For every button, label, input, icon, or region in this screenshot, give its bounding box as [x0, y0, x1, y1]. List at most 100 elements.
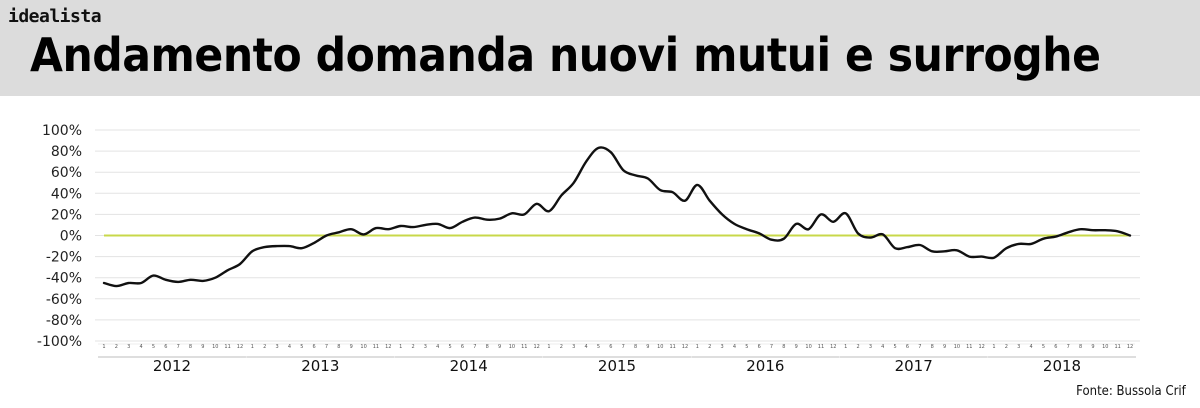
month-tick-label: 9 [646, 344, 649, 350]
month-tick-label: 9 [795, 344, 798, 350]
month-tick-label: 5 [300, 344, 303, 350]
month-tick-label: 1 [992, 344, 995, 350]
source-note: Fonte: Bussola Crif [1076, 384, 1186, 399]
month-tick-label: 2 [115, 344, 118, 350]
month-tick-label: 7 [473, 344, 476, 350]
month-tick-label: 10 [954, 344, 960, 350]
month-tick-label: 5 [1042, 344, 1045, 350]
month-tick-label: 7 [1067, 344, 1070, 350]
month-tick-label: 2 [1005, 344, 1008, 350]
y-tick-label: -20% [46, 250, 82, 266]
month-tick-label: 4 [881, 344, 884, 350]
month-tick-label: 1 [399, 344, 402, 350]
month-tick-label: 12 [1127, 344, 1133, 350]
y-tick-label: -40% [46, 271, 82, 287]
month-tick-label: 2 [856, 344, 859, 350]
year-label: 2012 [153, 357, 191, 375]
month-tick-label: 8 [634, 344, 637, 350]
page-title: Andamento domanda nuovi mutui e surroghe [30, 28, 1101, 82]
month-tick-label: 4 [585, 344, 588, 350]
month-tick-label: 9 [498, 344, 501, 350]
month-tick-label: 2 [411, 344, 414, 350]
month-tick-label: 9 [350, 344, 353, 350]
month-tick-label: 12 [978, 344, 984, 350]
month-tick-label: 12 [385, 344, 391, 350]
month-tick-label: 4 [733, 344, 736, 350]
month-tick-label: 11 [818, 344, 824, 350]
month-tick-label: 3 [720, 344, 723, 350]
month-tick-label: 11 [1114, 344, 1120, 350]
month-tick-label: 6 [758, 344, 761, 350]
month-tick-label: 11 [521, 344, 527, 350]
y-tick-label: 80% [51, 144, 82, 160]
series-line [102, 146, 1132, 288]
month-tick-label: 12 [237, 344, 243, 350]
month-tick-label: 7 [918, 344, 921, 350]
month-tick-label: 5 [894, 344, 897, 350]
month-tick-label: 5 [449, 344, 452, 350]
month-tick-label: 9 [201, 344, 204, 350]
y-tick-label: 40% [51, 186, 82, 202]
month-tick-label: 2 [708, 344, 711, 350]
month-tick-label: 4 [288, 344, 291, 350]
month-tick-label: 4 [1030, 344, 1033, 350]
month-tick-label: 8 [486, 344, 489, 350]
month-tick-label: 1 [251, 344, 254, 350]
month-tick-label: 3 [869, 344, 872, 350]
month-tick-label: 8 [189, 344, 192, 350]
month-tick-label: 4 [436, 344, 439, 350]
month-tick-label: 1 [547, 344, 550, 350]
month-tick-label: 3 [127, 344, 130, 350]
y-tick-label: -100% [37, 334, 82, 350]
year-label: 2017 [895, 357, 933, 375]
line-chart: 100% 80% 60% 40% 20% 0% -20% -40% -60% -80% -100% 1… [37, 123, 1140, 375]
y-tick-label: -60% [46, 292, 82, 308]
y-tick-label: 100% [42, 123, 82, 139]
month-tick-label: 1 [102, 344, 105, 350]
y-tick-label: -80% [46, 313, 82, 329]
month-tick-label: 7 [325, 344, 328, 350]
month-tick-label: 10 [657, 344, 663, 350]
month-tick-label: 3 [1017, 344, 1020, 350]
month-tick-label: 12 [830, 344, 836, 350]
month-tick-label: 5 [152, 344, 155, 350]
month-tick-label: 10 [1102, 344, 1108, 350]
month-tick-label: 4 [139, 344, 142, 350]
month-tick-label: 7 [177, 344, 180, 350]
month-tick-label: 6 [164, 344, 167, 350]
month-tick-label: 6 [313, 344, 316, 350]
y-tick-label: 0% [60, 229, 82, 245]
year-label: 2018 [1043, 357, 1081, 375]
month-tick-label: 6 [461, 344, 464, 350]
month-tick-label: 6 [906, 344, 909, 350]
month-tick-label: 11 [669, 344, 675, 350]
month-tick-label: 3 [572, 344, 575, 350]
month-tick-label: 10 [509, 344, 515, 350]
month-tick-label: 1 [844, 344, 847, 350]
month-tick-label: 10 [212, 344, 218, 350]
month-tick-label: 8 [931, 344, 934, 350]
year-label: 2016 [746, 357, 784, 375]
month-tick-label: 12 [682, 344, 688, 350]
month-tick-label: 7 [622, 344, 625, 350]
month-tick-label: 8 [337, 344, 340, 350]
month-tick-label: 5 [597, 344, 600, 350]
month-tick-label: 7 [770, 344, 773, 350]
month-tick-label: 10 [360, 344, 366, 350]
month-tick-label: 6 [609, 344, 612, 350]
y-tick-label: 20% [51, 207, 82, 223]
year-label: 2013 [301, 357, 339, 375]
month-tick-label: 2 [263, 344, 266, 350]
month-tick-label: 11 [373, 344, 379, 350]
month-tick-label: 10 [805, 344, 811, 350]
month-tick-label: 6 [1054, 344, 1057, 350]
month-tick-label: 3 [275, 344, 278, 350]
brand-logo: idealista [8, 6, 102, 27]
month-tick-label: 8 [782, 344, 785, 350]
month-tick-label: 9 [1091, 344, 1094, 350]
month-tick-label: 1 [696, 344, 699, 350]
month-tick-label: 3 [424, 344, 427, 350]
month-tick-label: 12 [533, 344, 539, 350]
month-tick-label: 8 [1079, 344, 1082, 350]
year-label: 2015 [598, 357, 636, 375]
